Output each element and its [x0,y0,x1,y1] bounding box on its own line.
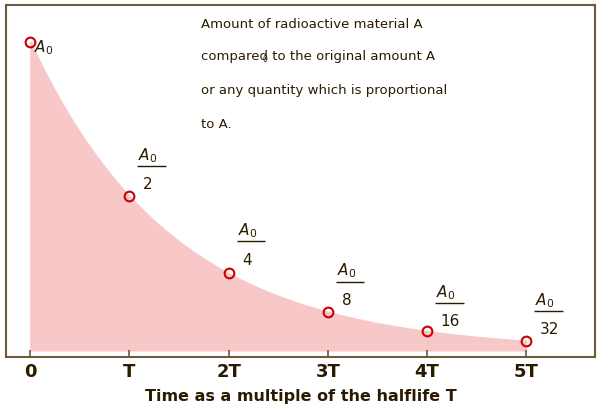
Text: $A_0$: $A_0$ [535,290,554,309]
Text: compared to the original amount A: compared to the original amount A [201,50,435,63]
Text: to A.: to A. [201,118,231,131]
Text: 2: 2 [144,177,153,191]
Text: $A_0$: $A_0$ [436,283,455,301]
Text: 16: 16 [441,314,460,328]
Text: 8: 8 [341,292,351,307]
Text: or any quantity which is proportional: or any quantity which is proportional [201,84,447,97]
Text: $_0$: $_0$ [262,53,269,66]
Text: $A_0$: $A_0$ [34,38,53,56]
X-axis label: Time as a multiple of the halflife T: Time as a multiple of the halflife T [145,389,456,403]
Text: $A_0$: $A_0$ [337,261,356,280]
Text: 32: 32 [540,321,560,336]
Text: $A_0$: $A_0$ [237,221,257,240]
Text: 4: 4 [242,252,252,267]
Text: $A_0$: $A_0$ [138,146,158,164]
Text: Amount of radioactive material A: Amount of radioactive material A [201,18,423,31]
